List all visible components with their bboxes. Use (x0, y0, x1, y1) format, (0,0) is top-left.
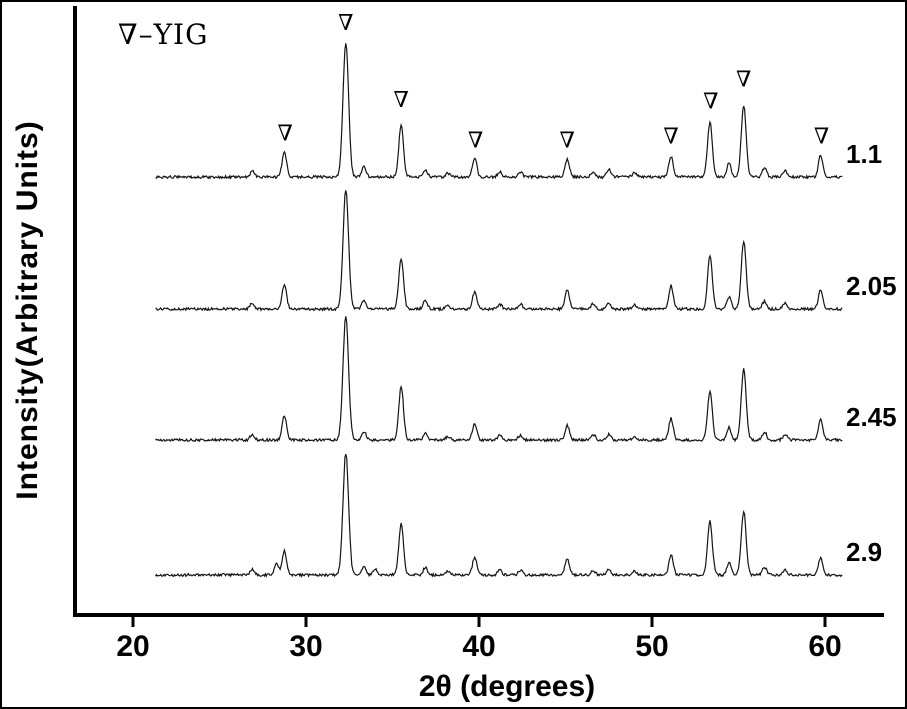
triangle-marker-icon: ∇ (118, 18, 139, 51)
x-tick-label: 40 (462, 630, 495, 663)
series-label: 2.45 (846, 402, 897, 432)
xrd-trace-2.9 (154, 454, 843, 579)
x-tick-label: 20 (116, 630, 149, 663)
peak-marker-icon: ∇ (663, 124, 678, 149)
peak-marker-icon: ∇ (338, 11, 353, 36)
peak-marker-icon: ∇ (736, 68, 751, 93)
peak-marker-icon: ∇ (703, 89, 718, 114)
xrd-trace-1.1 (155, 43, 843, 180)
peak-marker-icon: ∇ (814, 124, 829, 149)
peak-marker-icon: ∇ (393, 88, 408, 113)
x-axis-label: 2θ (degrees) (418, 670, 596, 703)
peak-marker-icon: ∇ (278, 122, 293, 147)
xrd-trace-2.05 (155, 190, 843, 313)
series-label: 2.9 (846, 537, 882, 567)
series-label: 2.05 (846, 271, 897, 301)
peak-marker-icon: ∇ (468, 128, 483, 153)
peak-marker-icon: ∇ (560, 128, 575, 153)
phase-legend: ∇–YIG (118, 18, 208, 51)
phase-legend-text: –YIG (138, 18, 209, 51)
x-tick-label: 50 (635, 630, 668, 663)
series-label: 1.1 (846, 139, 882, 169)
x-tick-label: 60 (808, 630, 841, 663)
x-tick-label: 30 (289, 630, 322, 663)
xrd-trace-2.45 (155, 316, 843, 443)
y-axis-label: Intensity(Arbitrary Units) (11, 120, 44, 500)
